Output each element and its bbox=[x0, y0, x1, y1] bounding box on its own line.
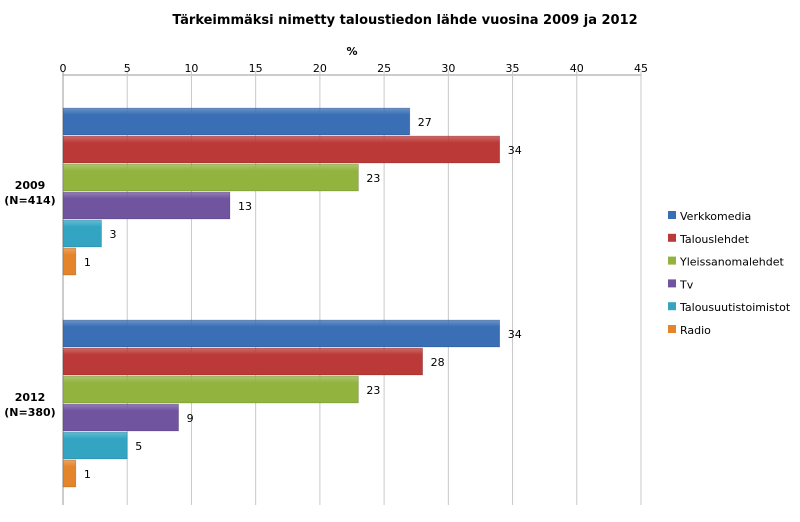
data-label: 34 bbox=[508, 328, 522, 341]
x-tick-label: 25 bbox=[377, 62, 391, 75]
data-label: 23 bbox=[366, 172, 380, 185]
data-label: 34 bbox=[508, 144, 522, 157]
bar-radio-2012 bbox=[62, 459, 77, 488]
bar-radio-2009 bbox=[62, 247, 77, 276]
data-label: 27 bbox=[418, 116, 432, 129]
bar-talousuutistoimistot-2009 bbox=[62, 219, 102, 248]
bar-verkkomedia-2012 bbox=[62, 319, 501, 348]
data-label: 13 bbox=[238, 200, 252, 213]
x-tick-label: 5 bbox=[124, 62, 131, 75]
bar-tv-2009 bbox=[62, 191, 231, 220]
data-label: 23 bbox=[366, 384, 380, 397]
legend-swatch bbox=[668, 279, 676, 288]
legend-item: Talousuutistoimistot bbox=[679, 301, 791, 314]
bar-talousuutistoimistot-2012 bbox=[62, 431, 128, 460]
x-tick-label: 45 bbox=[634, 62, 648, 75]
legend-item: Yleissanomalehdet bbox=[679, 256, 785, 269]
x-tick-label: 15 bbox=[249, 62, 263, 75]
category-sublabel: (N=380) bbox=[4, 406, 55, 419]
bar-yleissanomalehdet-2009 bbox=[62, 163, 359, 192]
x-tick-label: 35 bbox=[506, 62, 520, 75]
x-tick-label: 30 bbox=[441, 62, 455, 75]
legend-item: Tv bbox=[679, 278, 694, 291]
legend-swatch bbox=[668, 325, 676, 333]
category-label: 2012 bbox=[15, 391, 46, 404]
data-label: 1 bbox=[84, 256, 91, 269]
data-label: 3 bbox=[110, 228, 117, 241]
bar-talouslehdet-2009 bbox=[62, 135, 501, 164]
bar-tv-2012 bbox=[62, 403, 179, 432]
x-tick-label: 40 bbox=[570, 62, 584, 75]
x-tick-label: 10 bbox=[184, 62, 198, 75]
legend-swatch bbox=[668, 256, 676, 265]
bar-verkkomedia-2009 bbox=[62, 107, 411, 136]
bar-yleissanomalehdet-2012 bbox=[62, 375, 359, 404]
data-label: 1 bbox=[84, 468, 91, 481]
data-label: 28 bbox=[431, 356, 445, 369]
legend-swatch bbox=[668, 302, 676, 311]
legend-item: Talouslehdet bbox=[679, 233, 750, 246]
x-tick-label: 0 bbox=[60, 62, 67, 75]
data-label: 9 bbox=[187, 412, 194, 425]
category-sublabel: (N=414) bbox=[4, 194, 55, 207]
x-axis-label: % bbox=[346, 45, 357, 58]
category-label: 2009 bbox=[15, 179, 46, 192]
legend-item: Radio bbox=[680, 324, 711, 337]
bar-talouslehdet-2012 bbox=[62, 347, 423, 376]
legend-swatch bbox=[668, 211, 676, 219]
x-tick-label: 20 bbox=[313, 62, 327, 75]
legend-swatch bbox=[668, 233, 676, 242]
chart-title: Tärkeimmäksi nimetty taloustiedon lähde … bbox=[172, 13, 637, 28]
legend-item: Verkkomedia bbox=[680, 210, 751, 223]
data-label: 5 bbox=[135, 440, 142, 453]
